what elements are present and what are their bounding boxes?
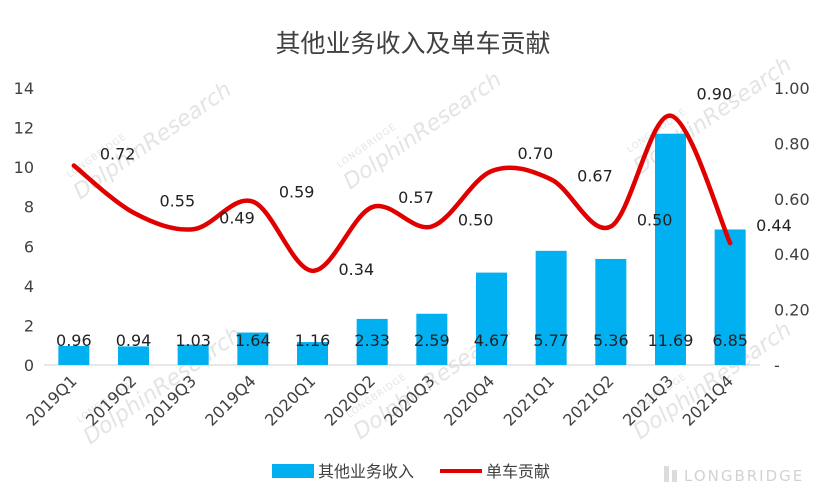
bar <box>297 342 328 365</box>
bar <box>177 344 209 365</box>
bar-data-label: 1.64 <box>235 331 271 350</box>
line-data-label: 0.67 <box>577 166 613 185</box>
line-data-label: 0.50 <box>458 211 494 230</box>
bar-data-labels: 0.96 0.94 1.03 1.64 1.16 2.33 2.59 4.67 5.77 5.36… <box>56 331 748 350</box>
bar <box>416 313 448 365</box>
watermark-text: DolphinResearch <box>629 52 796 180</box>
bar-data-label: 0.96 <box>56 331 92 350</box>
brand-mark: LONGBRIDGE <box>664 466 804 485</box>
line-data-label: 0.59 <box>279 183 315 202</box>
bar <box>118 346 149 365</box>
line-series <box>71 113 733 274</box>
bar-data-label: 2.33 <box>354 331 390 350</box>
y-axis-left: 0 2 4 6 8 10 12 14 <box>14 79 34 375</box>
x-tick-label: 2019Q4 <box>201 371 259 429</box>
bar-data-label: 1.16 <box>295 331 331 350</box>
bar <box>535 250 567 365</box>
line-data-label: 0.57 <box>398 188 434 207</box>
bar-data-label: 4.67 <box>474 331 510 350</box>
bar <box>58 346 90 365</box>
bar-data-label: 5.36 <box>593 331 629 350</box>
legend-label-line: 单车贡献 <box>486 462 550 481</box>
line-data-label: 0.55 <box>160 192 196 211</box>
y-left-tick-label: 14 <box>14 79 34 98</box>
brand-text: LONGBRIDGE <box>684 467 804 485</box>
legend: 其他业务收入 单车贡献 <box>272 462 550 481</box>
y-left-tick-label: 0 <box>24 356 34 375</box>
y-right-tick-label: 1.00 <box>774 79 810 98</box>
bar-data-label: 0.94 <box>116 331 152 350</box>
bar-series <box>58 133 746 365</box>
y-left-tick-label: 2 <box>24 316 34 335</box>
x-tick-label: 2019Q1 <box>22 371 80 429</box>
bar <box>237 332 269 365</box>
bar-data-label: 1.03 <box>175 331 211 350</box>
y-left-tick-label: 10 <box>14 158 34 177</box>
y-right-tick-label: 0.20 <box>774 301 810 320</box>
x-tick-label: 2021Q2 <box>559 371 617 429</box>
line-data-label: 0.72 <box>100 145 136 164</box>
watermark-text: DolphinResearch <box>79 322 246 450</box>
line-data-label: 0.50 <box>637 211 673 230</box>
y-left-tick-label: 6 <box>24 237 34 256</box>
bar-data-label: 11.69 <box>648 331 694 350</box>
legend-swatch-bar <box>272 464 314 478</box>
y-left-tick-label: 12 <box>14 119 34 138</box>
y-axis-right: - 0.20 0.40 0.60 0.80 1.00 <box>774 79 810 375</box>
x-tick-label: 2021Q1 <box>500 371 558 429</box>
line-data-label: 0.44 <box>756 216 792 235</box>
bar-data-label: 2.59 <box>414 331 450 350</box>
bar <box>476 272 507 365</box>
x-tick-label: 2020Q1 <box>261 371 319 429</box>
y-right-tick-label: - <box>774 356 780 375</box>
bar <box>714 229 746 365</box>
bar-data-label: 6.85 <box>712 331 748 350</box>
legend-label-bar: 其他业务收入 <box>318 462 414 481</box>
bar <box>595 258 627 365</box>
y-left-tick-label: 8 <box>24 198 34 217</box>
y-right-tick-label: 0.60 <box>774 190 810 209</box>
y-right-tick-label: 0.80 <box>774 134 810 153</box>
y-left-tick-label: 4 <box>24 277 34 296</box>
line-data-label: 0.90 <box>697 85 733 104</box>
line-data-label: 0.70 <box>518 144 554 163</box>
line-data-label: 0.34 <box>339 260 375 279</box>
line-data-labels: 0.72 0.55 0.49 0.59 0.34 0.57 0.50 0.70 0.67 0.50… <box>100 85 792 279</box>
line-data-label: 0.49 <box>219 208 255 227</box>
y-right-tick-label: 0.40 <box>774 245 810 264</box>
bar <box>655 133 686 365</box>
bar <box>356 318 388 365</box>
chart-title: 其他业务收入及单车贡献 <box>275 29 550 58</box>
bar-data-label: 5.77 <box>533 331 569 350</box>
